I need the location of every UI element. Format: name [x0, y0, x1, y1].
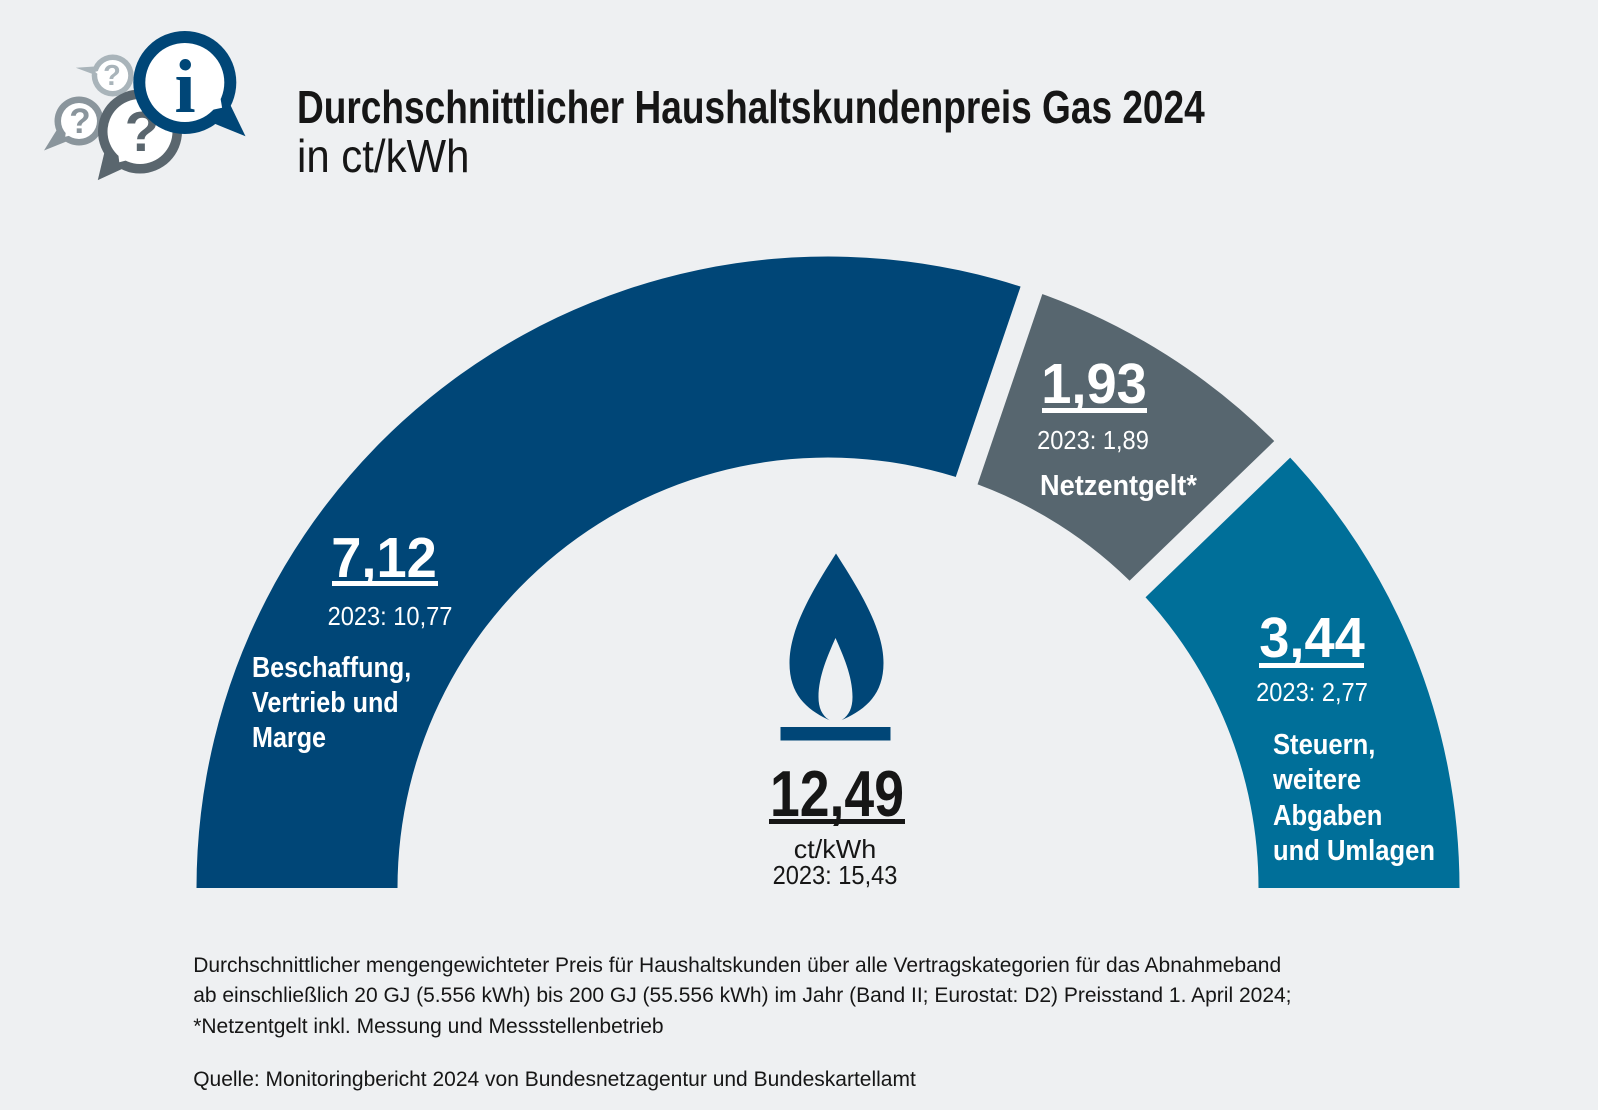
svg-text:?: ? — [69, 102, 90, 141]
svg-text:?: ? — [103, 60, 121, 92]
svg-text:i: i — [174, 45, 195, 129]
